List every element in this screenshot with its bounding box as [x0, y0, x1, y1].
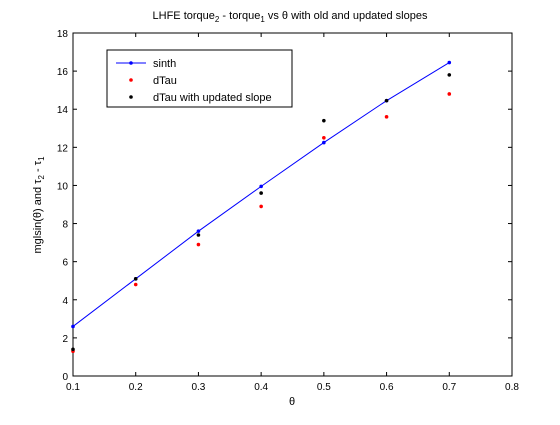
- point-dtau-with-updated-slope: [322, 118, 326, 123]
- point-sinth: [196, 229, 201, 233]
- y-tick-label: 18: [57, 29, 69, 40]
- legend-dtau-updated-marker: [129, 95, 133, 99]
- y-tick-label: 2: [62, 334, 68, 345]
- y-axis-label: mglsin(θ) and τ2 - τ1: [32, 156, 46, 254]
- x-tick-label: 0.6: [380, 382, 394, 393]
- point-sinth: [447, 60, 452, 65]
- point-dtau: [322, 136, 326, 140]
- chart-title: LHFE torque2 - torque1 vs θ with old and…: [153, 10, 428, 24]
- y-tick-label: 0: [62, 372, 68, 383]
- y-tick-label: 14: [57, 105, 69, 116]
- point-dtau: [384, 115, 389, 119]
- x-tick-label: 0.4: [254, 382, 268, 393]
- x-tick-label: 0.7: [442, 382, 456, 393]
- legend-sinth-marker: [129, 61, 133, 65]
- x-tick-label: 0.2: [129, 382, 143, 393]
- legend-dtau-label: dTau: [153, 75, 177, 87]
- x-tick-label: 0.5: [317, 382, 331, 393]
- y-tick-label: 16: [57, 67, 69, 78]
- point-dtau-with-updated-slope: [71, 347, 75, 352]
- point-dtau: [133, 282, 138, 287]
- point-sinth: [259, 184, 263, 189]
- x-axis-label: θ: [289, 396, 295, 408]
- x-tick-label: 0.3: [191, 382, 205, 393]
- y-tick-label: 12: [57, 143, 69, 154]
- legend-dtau-marker: [129, 78, 133, 82]
- point-dtau-with-updated-slope: [196, 233, 201, 237]
- point-dtau: [259, 204, 263, 209]
- point-sinth: [322, 140, 326, 145]
- point-dtau-with-updated-slope: [259, 191, 263, 195]
- point-dtau-with-updated-slope: [133, 277, 138, 281]
- x-tick-label: 0.8: [505, 382, 519, 393]
- legend-box: [106, 49, 293, 108]
- y-tick-label: 4: [62, 296, 68, 307]
- y-tick-label: 8: [62, 220, 68, 231]
- x-tick-label: 0.1: [66, 382, 80, 393]
- y-tick-label: 10: [57, 181, 69, 192]
- point-dtau: [196, 242, 201, 247]
- point-dtau: [447, 92, 452, 96]
- legend: sinth dTau dTau with updated slope: [106, 49, 293, 108]
- legend-sinth-label: sinth: [153, 58, 176, 70]
- y-tick-label: 6: [62, 258, 68, 269]
- legend-dtau-updated-label: dTau with updated slope: [153, 92, 272, 104]
- point-dtau-with-updated-slope: [447, 73, 452, 77]
- point-dtau-with-updated-slope: [384, 98, 389, 103]
- point-sinth: [71, 324, 75, 329]
